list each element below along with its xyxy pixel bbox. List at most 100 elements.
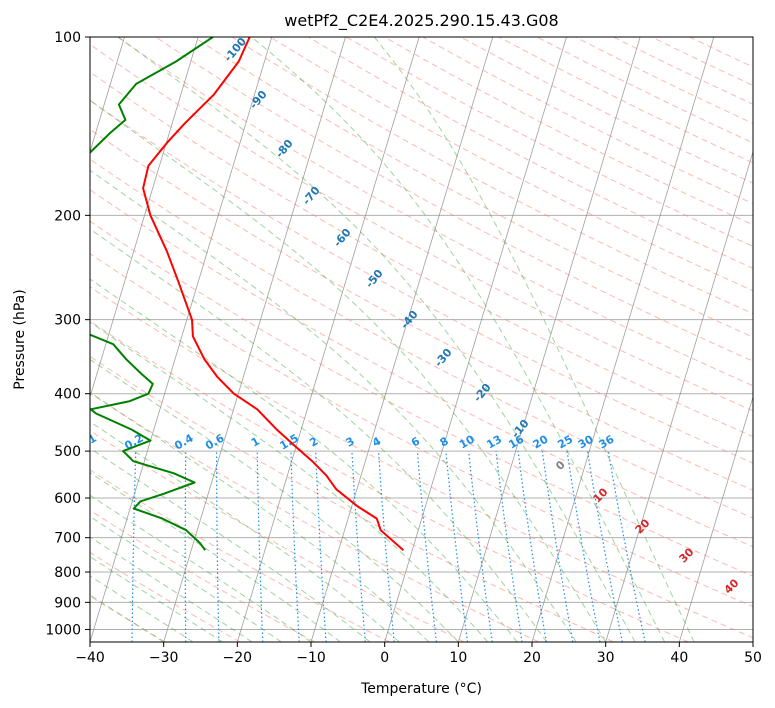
moist-adiabat-label: -100: [221, 35, 249, 65]
dry-adiabat-line: [90, 158, 753, 519]
dry-adiabat-line: [90, 595, 166, 642]
dry-adiabat-line: [651, 37, 753, 87]
moist-adiabat-line: [374, 37, 695, 642]
moist-adiabat-line: [90, 228, 548, 642]
moist-adiabat-label: -40: [398, 308, 421, 332]
dry-adiabat-line: [90, 320, 689, 642]
moist-adiabat-label: -60: [331, 226, 354, 250]
moist-adiabat-line: [90, 494, 312, 642]
moist-adiabat-line: [90, 421, 400, 642]
dry-adiabat-line: [90, 355, 614, 642]
y-tick-label: 700: [54, 531, 81, 547]
mixing-ratio-label: 10: [457, 432, 477, 451]
dry-adiabat-line: [90, 469, 390, 642]
y-tick-label: 100: [54, 30, 81, 46]
isotherm-gridline: [384, 37, 567, 642]
x-tick-label: −10: [296, 650, 326, 666]
isotherm-gridline: [236, 37, 420, 642]
y-axis-label: Pressure (hPa): [12, 289, 28, 389]
dry-adiabat-line: [536, 37, 753, 144]
y-tick-label: 900: [54, 595, 81, 611]
x-tick-label: 40: [670, 650, 688, 666]
isotherm-gridline: [163, 37, 346, 642]
dry-adiabat-line: [269, 37, 753, 292]
dry-adiabat-line: [90, 509, 315, 642]
dry-adiabat-line: [90, 99, 753, 464]
dry-adiabat-line: [460, 37, 753, 184]
data-series: [90, 37, 405, 551]
y-tick-label: 1000: [45, 622, 81, 638]
moist-adiabat-line: [90, 575, 194, 642]
dry-adiabat-line: [90, 252, 753, 608]
dry-adiabat-line: [689, 37, 753, 68]
mixing-ratio-label: 8: [438, 435, 451, 450]
mixing-ratio-label: 0.4: [172, 431, 196, 452]
isotherm-gridline: [90, 37, 273, 642]
y-tick-label: 800: [54, 565, 81, 581]
dry-adiabat-line: [90, 71, 753, 438]
isotherm-gridline: [457, 37, 641, 642]
isotherm-gridline: [310, 37, 494, 642]
dry-adiabat-line: [384, 37, 753, 226]
y-tick-label: 600: [54, 491, 81, 507]
moist-adiabat-label: -70: [300, 184, 323, 208]
mixing-ratio-line: [495, 451, 523, 642]
dry-adiabat-line: [117, 37, 753, 387]
saturation-label: 0: [553, 458, 568, 473]
dry-adiabat-line: [90, 392, 540, 642]
dry-adiabat-line: [613, 37, 753, 105]
dry-adiabat-line: [231, 37, 753, 315]
y-tick-label: 500: [54, 444, 81, 460]
mixing-ratio-label: 30: [576, 432, 596, 451]
moist-adiabat-line: [90, 515, 282, 642]
mixing-ratio-line: [377, 451, 395, 642]
guide-lines: [82, 37, 753, 642]
y-axis: 100 200 300 400 500 600 700 800 900 1000: [45, 30, 90, 638]
mixing-ratio-line: [82, 451, 89, 642]
mixing-ratio-line: [216, 451, 220, 642]
dry-adiabat-line: [90, 286, 753, 639]
x-tick-label: −20: [223, 650, 253, 666]
mixing-ratio-line: [256, 451, 264, 642]
dry-adiabat-line: [90, 43, 753, 412]
x-tick-label: 20: [523, 650, 541, 666]
dry-adiabat-label: 40: [722, 576, 742, 596]
isotherm-gridline: [678, 395, 753, 642]
x-axis: −40 −30 −20 −10 0 10 20 30 40 50: [75, 642, 762, 666]
moist-adiabat-label: -30: [432, 346, 455, 370]
moist-adiabat-line: [90, 278, 518, 642]
dry-adiabat-label: 30: [677, 545, 697, 565]
moist-adiabat-label: -50: [363, 267, 386, 291]
dry-adiabat-line: [90, 430, 465, 642]
mixing-ratio-line: [184, 451, 187, 642]
mixing-ratio-line: [607, 451, 646, 642]
mixing-ratio-line: [517, 451, 547, 642]
isotherm-gridline: [752, 640, 753, 642]
isotherm-gridline: [90, 37, 199, 399]
chart-title: wetPf2_C2E4.2025.290.15.43.G08: [284, 11, 558, 31]
x-tick-label: 30: [597, 650, 615, 666]
moist-adiabat-line: [90, 169, 577, 642]
mixing-ratio-label: 6: [409, 434, 422, 449]
mixing-ratio-label: 13: [484, 433, 504, 452]
plot-frame: [89, 36, 754, 643]
mixing-ratio-line: [566, 451, 601, 642]
moist-adiabat-line: [90, 391, 430, 642]
isotherm-gridline: [605, 150, 753, 642]
guide-labels: 0.1 0.2 0.4 0.6 1 1.5 2 3 4 6 8 10 13 16 20 25 30 36-100-…: [75, 35, 742, 597]
y-tick-label: 400: [54, 387, 81, 403]
x-tick-label: 0: [380, 650, 389, 666]
mixing-ratio-line: [416, 451, 437, 642]
x-tick-label: 50: [744, 650, 762, 666]
isotherm-gridline: [531, 37, 715, 642]
mixing-ratio-line: [586, 451, 623, 642]
mixing-ratio-label: 20: [531, 432, 551, 451]
mixing-ratio-label: 3: [344, 435, 357, 450]
mixing-ratio-line: [315, 451, 327, 642]
isotherm-gridline: [90, 37, 125, 154]
dry-adiabat-label: 20: [633, 516, 653, 536]
x-tick-label: −30: [149, 650, 179, 666]
mixing-ratio-label: 1: [249, 435, 262, 450]
mixing-ratio-label: 0.1: [75, 432, 98, 453]
